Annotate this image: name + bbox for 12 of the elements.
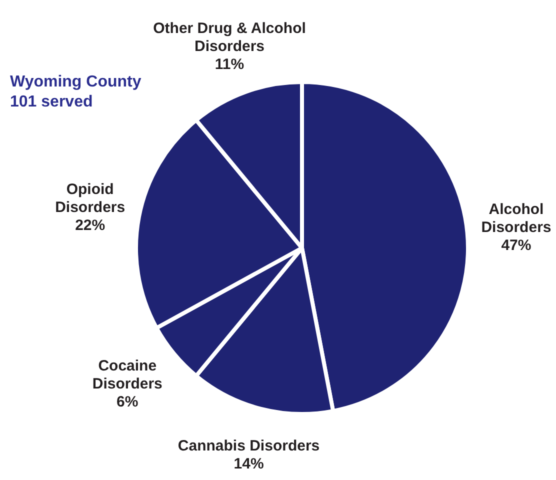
data-label: 6% (116, 394, 138, 411)
data-label: 22% (75, 217, 106, 234)
slice-label: Opioid Disorders (55, 181, 126, 216)
slice-label: Other Drug & Alcohol Disorders (153, 20, 306, 55)
slice-label: Alcohol Disorders (481, 201, 552, 236)
text: Wyoming County (10, 73, 142, 90)
slice-label: Cocaine Disorders (92, 358, 162, 393)
data-label: 14% (234, 455, 264, 472)
slice-label: Cannabis Disorders (178, 437, 320, 454)
text: 101 served (10, 93, 93, 110)
data-label: 47% (501, 237, 532, 254)
data-label: 11% (214, 56, 244, 73)
